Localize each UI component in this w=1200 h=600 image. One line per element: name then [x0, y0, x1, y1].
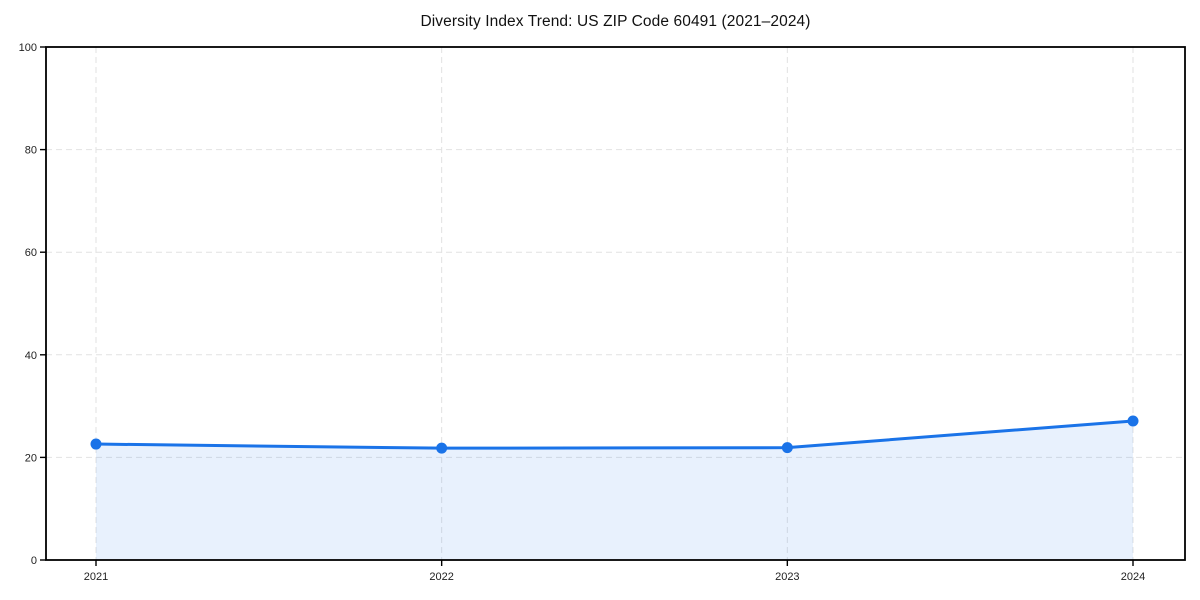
x-tick-label: 2022	[429, 571, 453, 583]
y-tick-label: 0	[31, 555, 37, 567]
data-point-2024	[1127, 415, 1139, 427]
data-point-2021	[90, 438, 102, 450]
data-point-2022	[436, 442, 448, 454]
area-fill	[96, 420, 1133, 560]
y-tick-label: 100	[19, 42, 37, 54]
axis-frame	[45, 46, 1186, 561]
x-tick-label: 2023	[775, 571, 799, 583]
y-tick-label: 40	[25, 350, 37, 362]
x-tick-label: 2024	[1121, 571, 1145, 583]
y-tick-label: 80	[25, 145, 37, 157]
x-tick-label: 2021	[84, 571, 108, 583]
chart-title: Diversity Index Trend: US ZIP Code 60491…	[420, 13, 811, 30]
y-tick-label: 20	[25, 452, 37, 464]
trend-line	[94, 419, 1135, 450]
data-point-2023	[781, 442, 793, 454]
y-tick-label: 60	[25, 247, 37, 259]
